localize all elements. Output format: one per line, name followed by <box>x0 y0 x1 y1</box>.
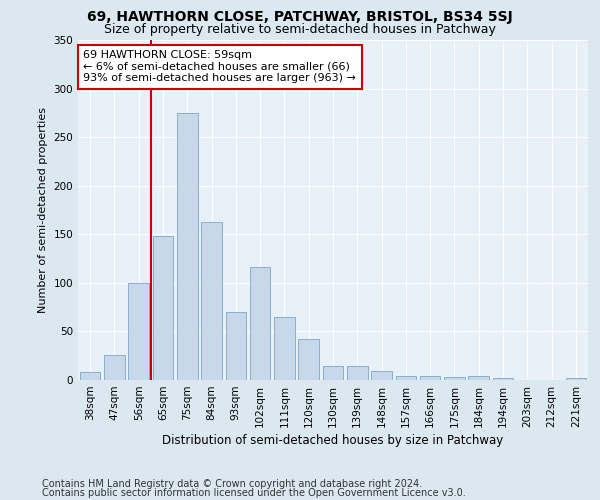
Text: 69, HAWTHORN CLOSE, PATCHWAY, BRISTOL, BS34 5SJ: 69, HAWTHORN CLOSE, PATCHWAY, BRISTOL, B… <box>87 10 513 24</box>
Bar <box>371 372 392 380</box>
Bar <box>444 377 465 380</box>
Bar <box>104 354 125 380</box>
Bar <box>250 268 271 380</box>
Bar <box>152 236 173 380</box>
Bar <box>566 378 586 380</box>
Text: Contains public sector information licensed under the Open Government Licence v3: Contains public sector information licen… <box>42 488 466 498</box>
Bar <box>177 113 197 380</box>
Bar <box>226 312 246 380</box>
Bar <box>323 366 343 380</box>
Text: Size of property relative to semi-detached houses in Patchway: Size of property relative to semi-detach… <box>104 22 496 36</box>
Bar <box>298 339 319 380</box>
Bar <box>395 376 416 380</box>
Text: 69 HAWTHORN CLOSE: 59sqm
← 6% of semi-detached houses are smaller (66)
93% of se: 69 HAWTHORN CLOSE: 59sqm ← 6% of semi-de… <box>83 50 356 84</box>
Text: Contains HM Land Registry data © Crown copyright and database right 2024.: Contains HM Land Registry data © Crown c… <box>42 479 422 489</box>
Bar <box>128 283 149 380</box>
Bar <box>420 376 440 380</box>
Bar <box>493 378 514 380</box>
Y-axis label: Number of semi-detached properties: Number of semi-detached properties <box>38 107 48 313</box>
Bar <box>469 376 489 380</box>
X-axis label: Distribution of semi-detached houses by size in Patchway: Distribution of semi-detached houses by … <box>163 434 503 447</box>
Bar <box>201 222 222 380</box>
Bar <box>274 317 295 380</box>
Bar <box>80 372 100 380</box>
Bar <box>347 366 368 380</box>
